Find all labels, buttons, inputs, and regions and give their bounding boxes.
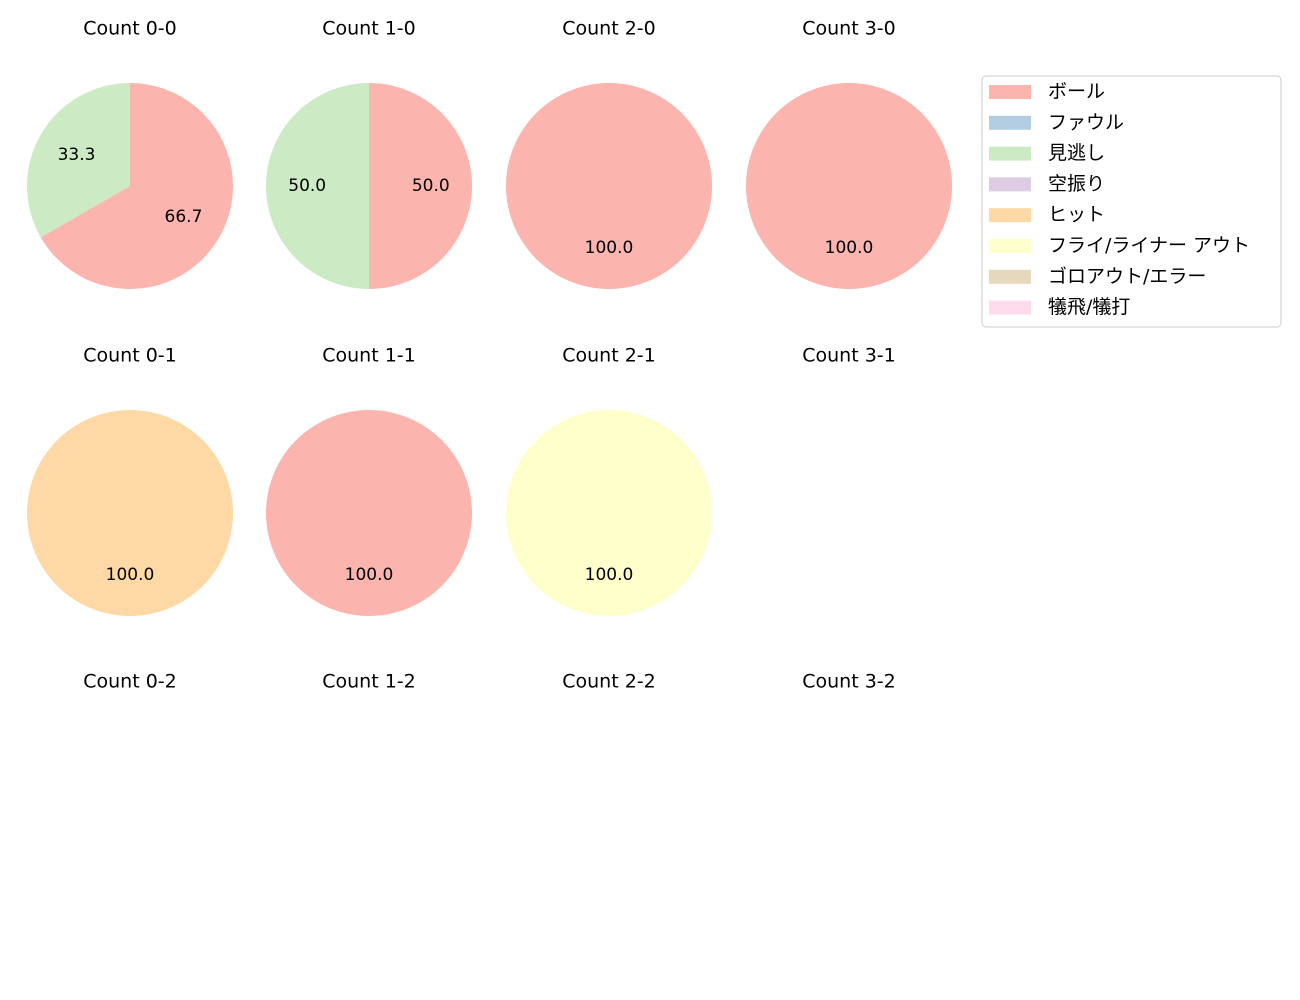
subplot-title: Count 0-1 [83,345,177,367]
subplot-title: Count 2-1 [562,345,656,367]
legend-label: フライ/ライナー アウト [1048,235,1250,257]
subplot-count-2-1: Count 2-1 100.0 [506,345,712,616]
subplot-title: Count 3-2 [802,671,896,693]
pie-slice [746,83,952,289]
pie-slice [27,83,130,238]
subplot-title: Count 3-0 [802,18,896,40]
legend-swatch [989,177,1031,192]
subplot-count-2-2: Count 2-2 [562,671,656,693]
pie-slice [266,410,472,616]
pie-slice [506,410,712,616]
subplot-title: Count 2-2 [562,671,656,693]
slice-label: 50.0 [412,176,450,196]
pie-slice [266,83,369,289]
slice-label: 66.7 [165,207,203,227]
subplot-title: Count 1-1 [322,345,416,367]
legend-swatch [989,115,1031,130]
legend-label: 犠飛/犠打 [1048,296,1130,318]
legend-swatch [989,300,1031,315]
legend-label: ヒット [1048,204,1105,226]
subplot-count-3-2: Count 3-2 [802,671,896,693]
subplot-count-2-0: Count 2-0 100.0 [506,18,712,289]
subplot-count-0-2: Count 0-2 [83,671,177,693]
subplot-title: Count 1-2 [322,671,416,693]
subplot-count-0-1: Count 0-1 100.0 [27,345,233,616]
slice-label: 100.0 [345,565,394,585]
legend-label: ゴロアウト/エラー [1048,265,1206,287]
legend-swatch [989,208,1031,223]
pie-slice [369,83,472,289]
pie-slice [506,83,712,289]
slice-label: 50.0 [288,176,326,196]
subplot-title: Count 1-0 [322,18,416,40]
subplot-title: Count 0-0 [83,18,177,40]
subplot-count-3-1: Count 3-1 [802,345,896,367]
legend-label: 見逃し [1048,142,1105,164]
subplot-count-1-0: Count 1-0 50.0 50.0 [266,18,472,289]
pie-slice [40,83,234,289]
slice-label: 100.0 [585,565,634,585]
legend-label: 空振り [1048,173,1105,195]
slice-label: 33.3 [58,145,96,165]
legend-swatch [989,269,1031,284]
legend-swatch [989,146,1031,161]
pie-slice [27,410,233,616]
legend-label: ファウル [1048,111,1124,133]
subplot-title: Count 3-1 [802,345,896,367]
slice-label: 100.0 [825,238,874,258]
slice-label: 100.0 [106,565,155,585]
legend-swatch [989,85,1031,99]
subplot-count-3-0: Count 3-0 100.0 [746,18,952,289]
subplot-count-1-2: Count 1-2 [322,671,416,693]
legend-frame [981,75,1282,328]
slice-label: 100.0 [585,238,634,258]
subplot-count-0-0: Count 0-0 66.7 33.3 [27,18,234,289]
subplot-title: Count 2-0 [562,18,656,40]
subplot-title: Count 0-2 [83,671,177,693]
subplot-count-1-1: Count 1-1 100.0 [266,345,472,616]
legend-label: ボール [1048,81,1105,103]
legend-swatch [989,239,1031,253]
